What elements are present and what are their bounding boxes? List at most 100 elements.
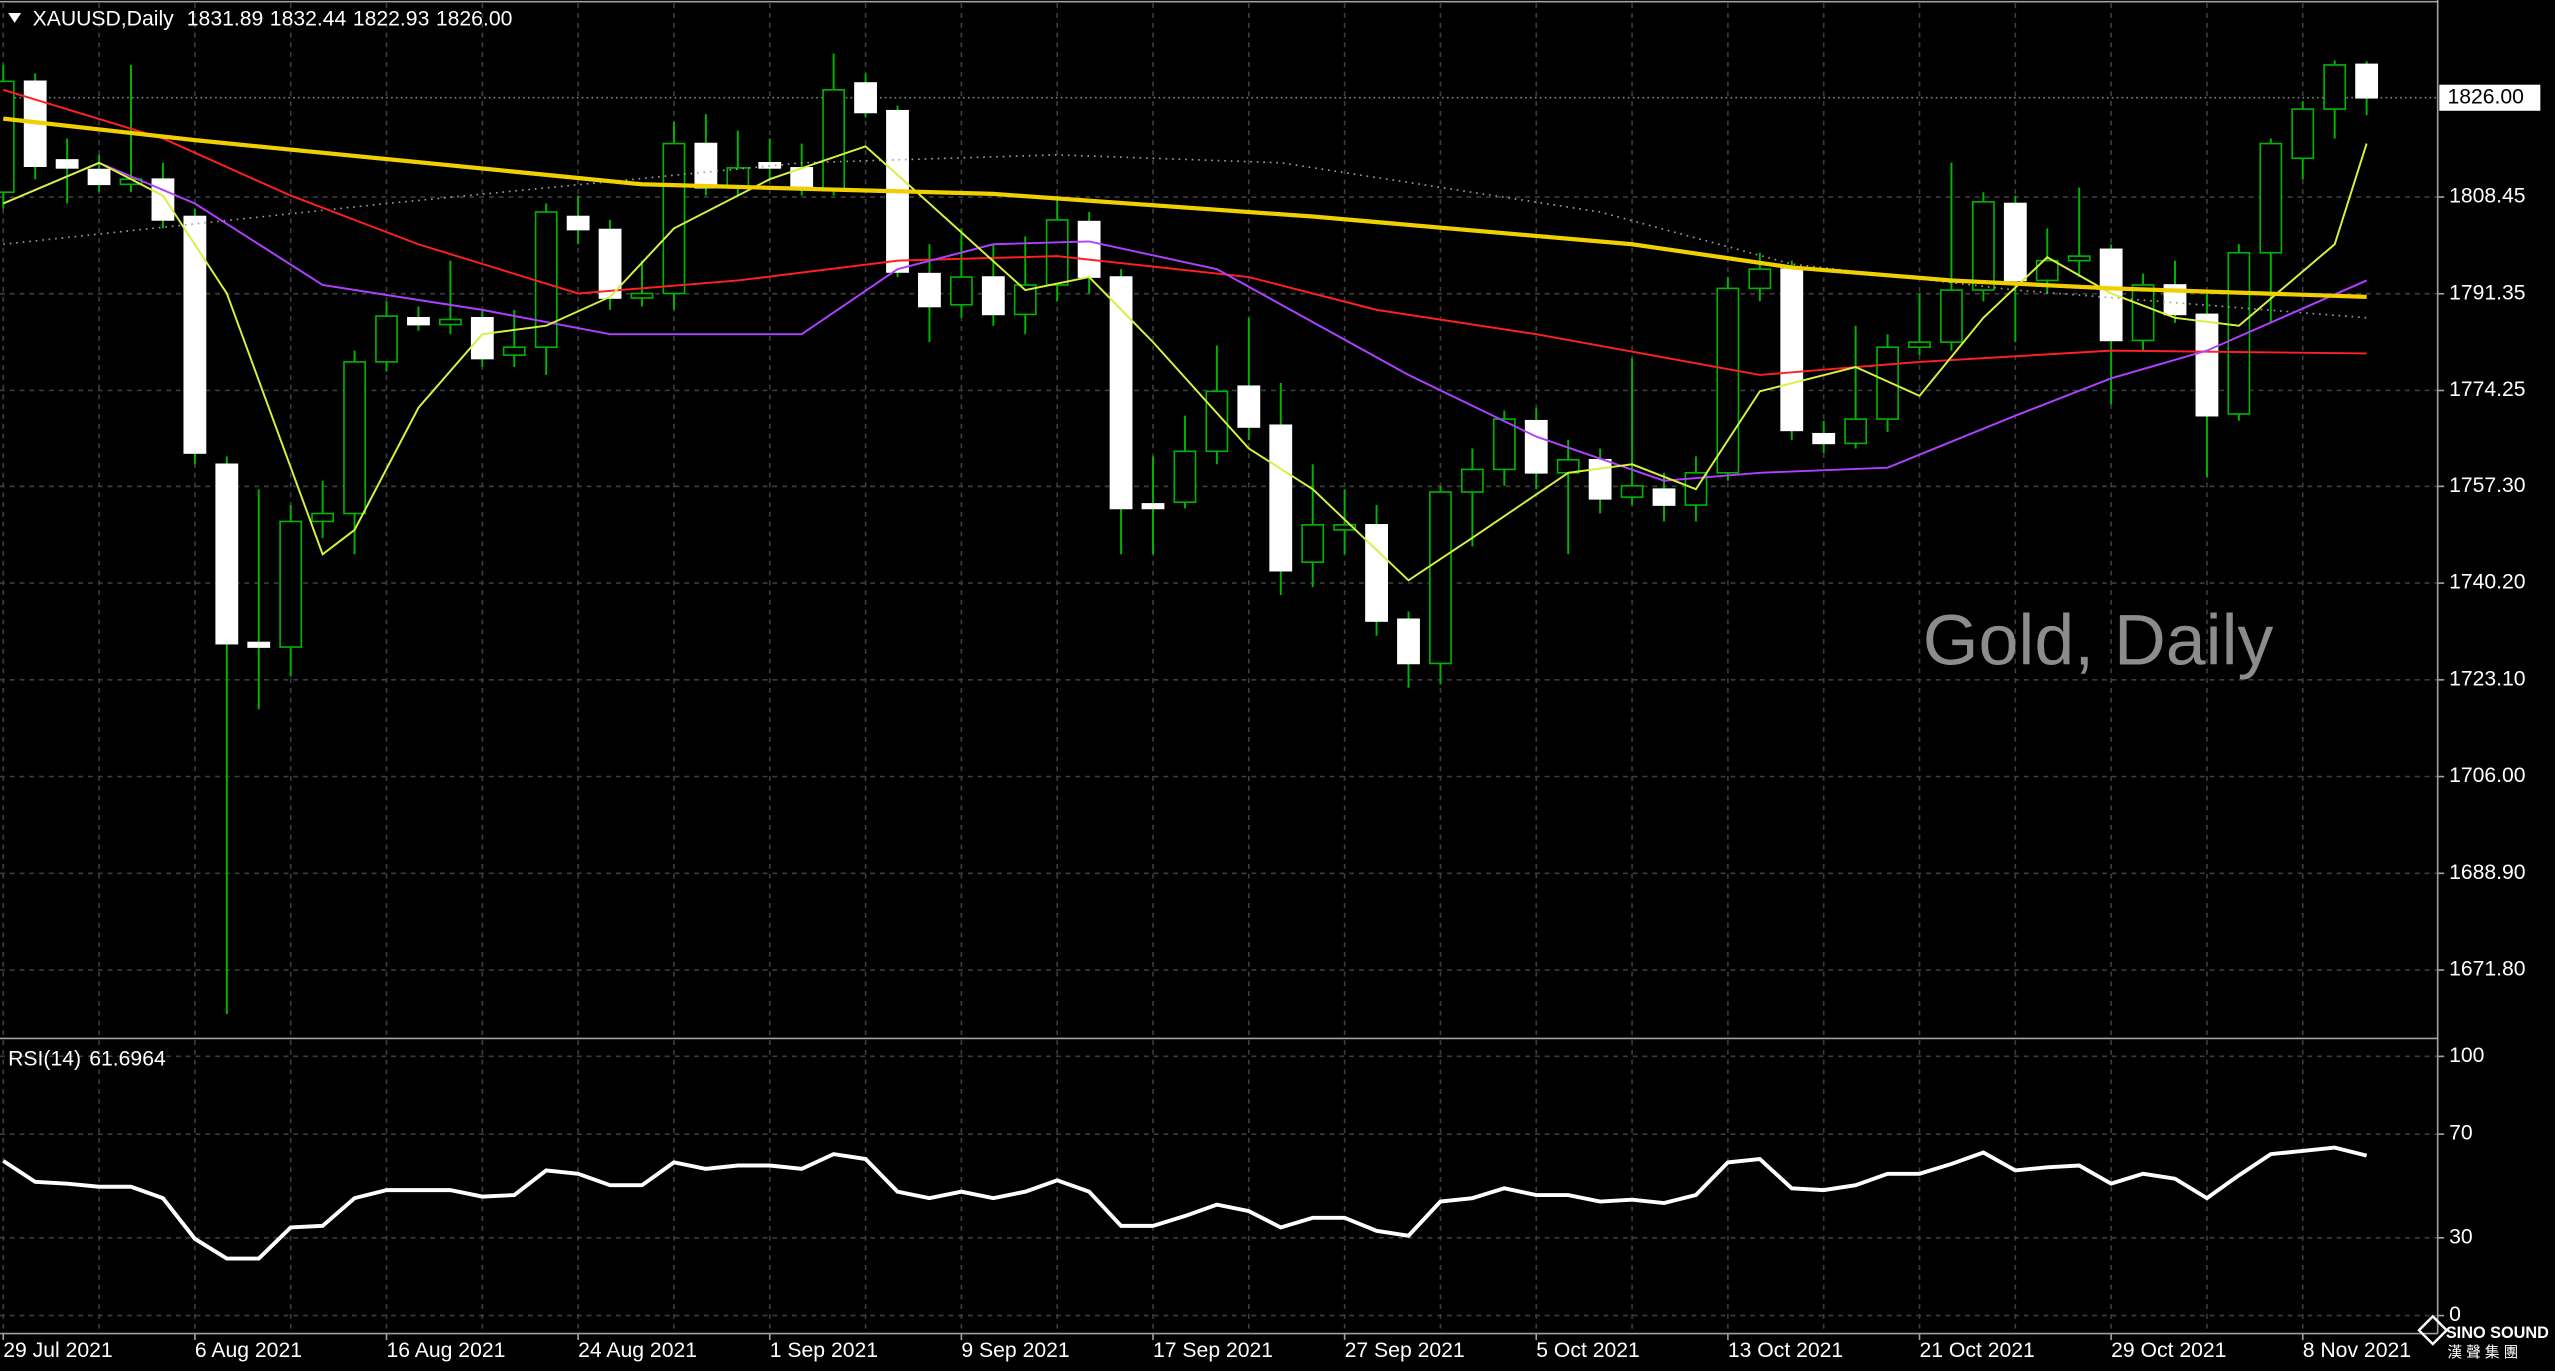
open-label: 1831.89 [187, 7, 264, 30]
candle-body-down [918, 272, 941, 308]
y-tick-label: 1808.45 [2449, 185, 2526, 208]
y-tick-label: 1740.20 [2449, 571, 2526, 594]
moving-average [3, 116, 2367, 299]
candle-body-down [1269, 424, 1293, 572]
y-tick-label: 1723.10 [2449, 667, 2526, 690]
candle-body-up [822, 88, 846, 190]
close-label: 1826.00 [436, 7, 513, 30]
x-tick-label: 6 Aug 2021 [195, 1339, 302, 1362]
x-tick-label: 24 Aug 2021 [578, 1339, 697, 1362]
rsi-header: RSI(14) 61.6964 [8, 1047, 166, 1070]
candle-body-down [183, 215, 207, 454]
candle-body-down [694, 142, 718, 189]
candle-body-up [1460, 468, 1484, 493]
candle-body-up [1492, 418, 1516, 471]
candle-body-down [247, 641, 271, 648]
candle-body-up [1301, 524, 1325, 563]
candle-body-down [55, 159, 79, 169]
watermark: Gold, Daily [1923, 600, 2274, 680]
current-price-box [2439, 84, 2541, 111]
candle-body-down [854, 82, 877, 114]
candle-body-up [1971, 201, 1995, 291]
candle-body-down [2099, 248, 2123, 342]
menu-arrow[interactable] [8, 13, 22, 23]
candle-body-down [151, 178, 175, 221]
candle-body-up [1876, 346, 1899, 420]
x-tick-label: 29 Oct 2021 [2111, 1339, 2226, 1362]
candle-body-down [1237, 385, 1261, 428]
candle-body-up [1748, 268, 1772, 290]
x-tick-label: 21 Oct 2021 [1920, 1339, 2035, 1362]
x-tick-label: 17 Sep 2021 [1153, 1339, 1273, 1362]
candle-body-down [1397, 618, 1420, 665]
candle-body-down [981, 276, 1005, 316]
candle-body-down [1109, 276, 1133, 510]
moving-average [2, 88, 2367, 376]
y-tick-label: 1688.90 [2449, 861, 2526, 884]
candle-body-up [1013, 284, 1037, 316]
candle-body-down [566, 215, 590, 231]
candle-body-down [87, 168, 111, 186]
x-tick-label: 9 Sep 2021 [961, 1339, 1069, 1362]
candle-body-down [598, 228, 622, 299]
candle-body-up [502, 346, 526, 356]
low-label: 1822.93 [353, 7, 430, 30]
candle-body-up [662, 142, 686, 295]
rsi-y-tick-label: 0 [2449, 1303, 2461, 1326]
candle-body-up [630, 292, 654, 299]
candle-body-down [1141, 503, 1165, 510]
candle-body-up [949, 276, 973, 306]
x-tick-label: 8 Nov 2021 [2303, 1339, 2411, 1362]
candle-body-up [438, 318, 462, 326]
candle-body-up [1716, 287, 1740, 474]
moving-average [2, 143, 2368, 582]
candle-body-down [2003, 202, 2027, 282]
x-tick-label: 13 Oct 2021 [1728, 1339, 1843, 1362]
x-tick-label: 1 Sep 2021 [770, 1339, 878, 1362]
candle-body-up [2323, 64, 2347, 110]
candle-body-down [215, 463, 239, 645]
candle-body-up [1908, 341, 1931, 349]
candle-body-down [1588, 458, 1612, 500]
candle-body-up [2259, 142, 2283, 254]
price-pane [0, 53, 2438, 1015]
candle-body-up [279, 520, 303, 648]
rsi-y-tick-label: 100 [2449, 1044, 2484, 1067]
current-price-label: 1826.00 [2447, 85, 2524, 108]
y-tick-label: 1706.00 [2449, 764, 2526, 787]
candle-body-up [2291, 108, 2315, 160]
x-tick-label: 5 Oct 2021 [1536, 1339, 1640, 1362]
candle-body-up [2035, 259, 2059, 282]
rsi-current: 61.6964 [89, 1047, 166, 1070]
candle-body-down [1524, 419, 1548, 474]
candle-body-down [1780, 268, 1804, 432]
y-tick-label: 1671.80 [2449, 958, 2526, 981]
y-tick-label: 1791.35 [2449, 281, 2526, 304]
y-tick-label: 1757.30 [2449, 474, 2526, 497]
chart-header: XAUUSD,Daily 1831.89 1832.44 1822.93 1826.00 [33, 7, 513, 30]
candle-body-up [311, 512, 335, 523]
candle-body-up [1429, 491, 1452, 665]
candle-body-up [375, 315, 398, 363]
symbol: XAUUSD,Daily [33, 7, 175, 30]
rsi-label: RSI(14) [8, 1047, 81, 1070]
candle-body-up [1173, 450, 1197, 504]
high-label: 1832.44 [270, 7, 347, 30]
candle-body-up [1333, 524, 1357, 531]
rsi-y-tick-label: 30 [2449, 1225, 2473, 1248]
candle-body-down [470, 316, 494, 360]
candle-body-up [2131, 284, 2155, 342]
candle-body-down [2195, 313, 2219, 417]
rsi-y-tick-label: 70 [2449, 1122, 2473, 1145]
candle-body-up [1045, 219, 1069, 286]
axes: 1671.80 1688.90 1706.00 1723.10 1740.20 1757.… [2, 84, 2541, 1362]
candle-body-up [1844, 418, 1868, 445]
x-tick-label: 29 Jul 2021 [3, 1339, 112, 1362]
logo-subtext: 漢 聲 集 團 [2447, 1344, 2518, 1361]
candle-body-down [1652, 488, 1676, 506]
candle-body-down [1812, 432, 1836, 445]
candle-body-down [1365, 524, 1388, 622]
